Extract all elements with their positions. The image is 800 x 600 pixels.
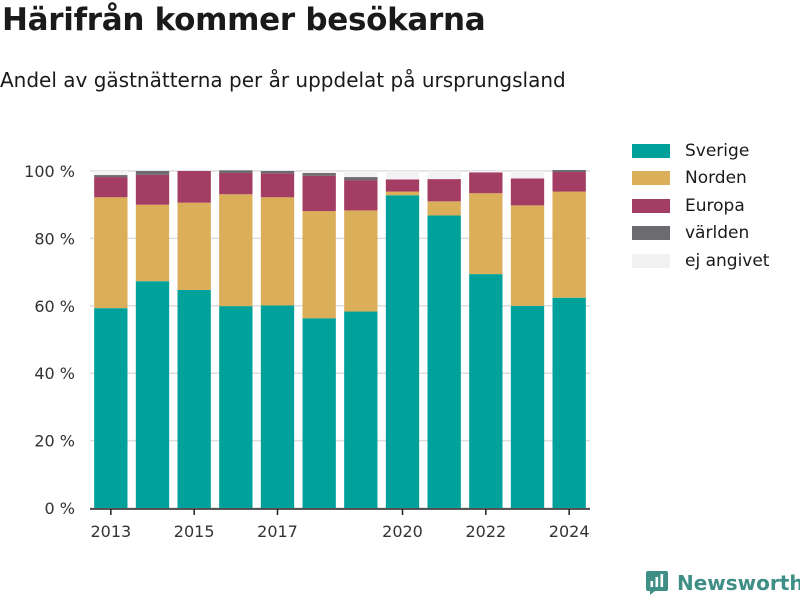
y-tick-label-0: 0 % (45, 499, 75, 518)
bar-2023-Sverige (510, 305, 545, 508)
newsworthy-logo-icon (646, 571, 668, 595)
y-tick-label-60: 60 % (34, 297, 75, 316)
bar-2016-världen (219, 170, 253, 174)
bar-2021-Europa (427, 179, 461, 202)
legend-swatch-ej-angivet (632, 253, 670, 268)
bar-2021-Norden (427, 201, 461, 216)
legend-item-varlden[interactable]: världen (632, 220, 769, 248)
bar-2015-Norden (177, 202, 211, 290)
bar-2019-världen (344, 177, 378, 181)
bar-2019-Sverige (344, 311, 378, 508)
bar-2019-ej-angivet (344, 171, 378, 178)
bar-2013-Sverige (94, 308, 128, 508)
bar-2014-Norden (135, 204, 170, 282)
x-tick-label-2024: 2024 (549, 522, 590, 541)
bar-2015-Europa (177, 171, 211, 203)
bar-2014-Europa (135, 174, 170, 205)
bar-2022-ej-angivet (469, 171, 503, 173)
chart-subtitle: Andel av gästnätterna per år uppdelat på… (0, 68, 566, 92)
newsworthy-brand[interactable]: Newsworthy (645, 570, 800, 596)
bar-2016-Europa (219, 173, 253, 195)
y-tick-label-80: 80 % (34, 229, 75, 248)
legend-swatch-europa (632, 198, 670, 213)
bar-2013-Europa (94, 177, 128, 198)
bar-2019-Europa (344, 180, 378, 211)
legend-swatch-norden (632, 171, 670, 186)
bar-2024-Sverige (552, 297, 586, 508)
bar-2022-Norden (469, 193, 503, 275)
bar-2024-Norden (552, 191, 586, 298)
x-tick-label-2015: 2015 (174, 522, 215, 541)
bar-2018-ej-angivet (302, 171, 336, 174)
bar-2014-världen (135, 171, 170, 175)
bar-2021-ej-angivet (427, 171, 461, 180)
legend-label-varlden: världen (685, 223, 750, 244)
bar-2013-världen (94, 175, 128, 178)
legend-item-ej-angivet[interactable]: ej angivet (632, 247, 769, 275)
bar-2023-Norden (510, 205, 545, 306)
bar-2019-Norden (344, 210, 378, 312)
legend-swatch-varlden (632, 226, 670, 241)
y-tick-label-100: 100 % (24, 162, 75, 181)
legend-label-sverige: Sverige (685, 140, 750, 161)
bar-2023-ej-angivet (510, 171, 545, 179)
y-tick-label-40: 40 % (34, 364, 75, 383)
bar-2015-Sverige (177, 289, 211, 508)
legend-item-sverige[interactable]: Sverige (632, 137, 769, 165)
bar-2017-Sverige (260, 305, 295, 508)
bar-2024-världen (552, 169, 586, 173)
bar-2018-världen (302, 173, 336, 176)
y-tick-label-20: 20 % (34, 432, 75, 451)
x-tick-label-2017: 2017 (257, 522, 298, 541)
legend-item-europa[interactable]: Europa (632, 192, 769, 220)
bar-2017-världen (260, 171, 295, 174)
bar-2014-Sverige (135, 281, 170, 508)
chart-title: Härifrån kommer besökarna (2, 2, 486, 38)
bar-2020-Norden (385, 191, 420, 196)
bar-2018-Norden (302, 211, 336, 319)
bar-2022-Sverige (469, 274, 503, 508)
bar-2022-Europa (469, 172, 503, 194)
bar-2020-Europa (385, 179, 420, 192)
x-tick-label-2022: 2022 (465, 522, 506, 541)
bar-2013-ej-angivet (94, 171, 128, 176)
legend: Sverige Norden Europa världen ej angivet (632, 137, 769, 275)
legend-swatch-sverige (632, 143, 670, 158)
bar-2017-Europa (260, 173, 295, 198)
legend-label-norden: Norden (685, 168, 747, 189)
x-tick-label-2013: 2013 (90, 522, 131, 541)
bar-2018-Europa (302, 175, 336, 212)
bar-2017-Norden (260, 197, 295, 306)
legend-item-norden[interactable]: Norden (632, 165, 769, 193)
bar-2020-ej-angivet (385, 171, 420, 180)
legend-label-ej-angivet: ej angivet (685, 250, 770, 271)
newsworthy-label: Newsworthy (677, 571, 800, 595)
bar-2018-Sverige (302, 318, 336, 508)
bar-2016-Norden (219, 194, 253, 307)
bar-2023-Europa (510, 178, 545, 206)
bar-2016-Sverige (219, 306, 253, 508)
bar-2013-Norden (94, 197, 128, 309)
bar-2024-Europa (552, 172, 586, 192)
bar-2021-Sverige (427, 215, 461, 508)
legend-label-europa: Europa (685, 195, 745, 216)
bar-2020-Sverige (385, 195, 420, 508)
x-tick-label-2020: 2020 (382, 522, 423, 541)
